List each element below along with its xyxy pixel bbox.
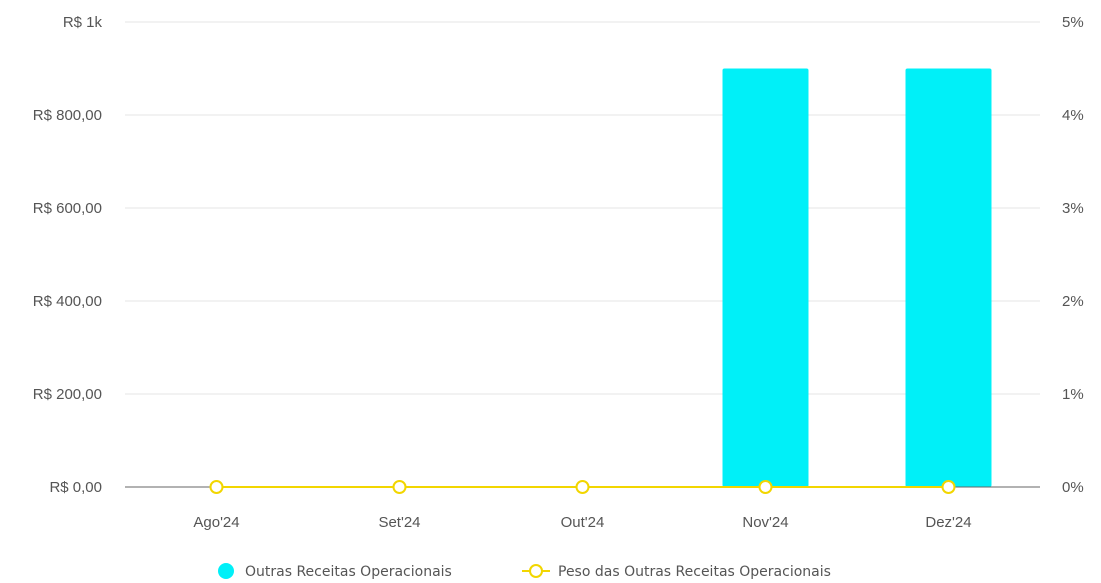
y-right-tick-label: 5%	[1062, 14, 1084, 31]
left-y-axis: R$ 0,00 R$ 200,00 R$ 400,00 R$ 600,00 R$ 800…	[33, 14, 103, 496]
x-tick-label: Ago'24	[193, 514, 239, 531]
legend-label-bars: Outras Receitas Operacionais	[245, 564, 452, 580]
y-left-tick-label: R$ 1k	[63, 14, 103, 31]
x-tick-label: Set'24	[378, 514, 420, 531]
y-right-tick-label: 0%	[1062, 479, 1084, 496]
legend: Outras Receitas Operacionais Peso das Ou…	[218, 563, 831, 580]
y-right-tick-label: 4%	[1062, 107, 1084, 124]
legend-marker-line	[529, 564, 543, 578]
line-point[interactable]	[209, 480, 224, 494]
y-right-tick-label: 3%	[1062, 200, 1084, 217]
x-tick-label: Dez'24	[925, 514, 971, 531]
x-axis: Ago'24 Set'24 Out'24 Nov'24 Dez'24	[193, 487, 972, 531]
y-left-tick-label: R$ 800,00	[33, 107, 102, 124]
y-left-tick-label: R$ 0,00	[49, 479, 102, 496]
bar-series	[722, 68, 992, 488]
bar[interactable]	[722, 68, 809, 488]
legend-label-line: Peso das Outras Receitas Operacionais	[558, 564, 831, 580]
bar[interactable]	[905, 68, 992, 488]
legend-item-bars[interactable]: Outras Receitas Operacionais	[218, 563, 452, 580]
y-left-tick-label: R$ 600,00	[33, 200, 102, 217]
y-left-tick-label: R$ 400,00	[33, 293, 102, 310]
line-point[interactable]	[758, 480, 773, 494]
right-y-axis: 0% 1% 2% 3% 4% 5%	[1062, 14, 1084, 496]
legend-item-line[interactable]: Peso das Outras Receitas Operacionais	[522, 564, 831, 580]
y-left-tick-label: R$ 200,00	[33, 386, 102, 403]
x-tick-label: Nov'24	[742, 514, 788, 531]
y-right-tick-label: 2%	[1062, 293, 1084, 310]
line-series	[209, 480, 956, 494]
x-tick-label: Out'24	[561, 514, 605, 531]
line-point[interactable]	[941, 480, 956, 494]
gridlines	[125, 21, 1040, 395]
line-point[interactable]	[575, 480, 590, 494]
y-right-tick-label: 1%	[1062, 386, 1084, 403]
line-point[interactable]	[392, 480, 407, 494]
legend-swatch-bars	[218, 563, 234, 579]
